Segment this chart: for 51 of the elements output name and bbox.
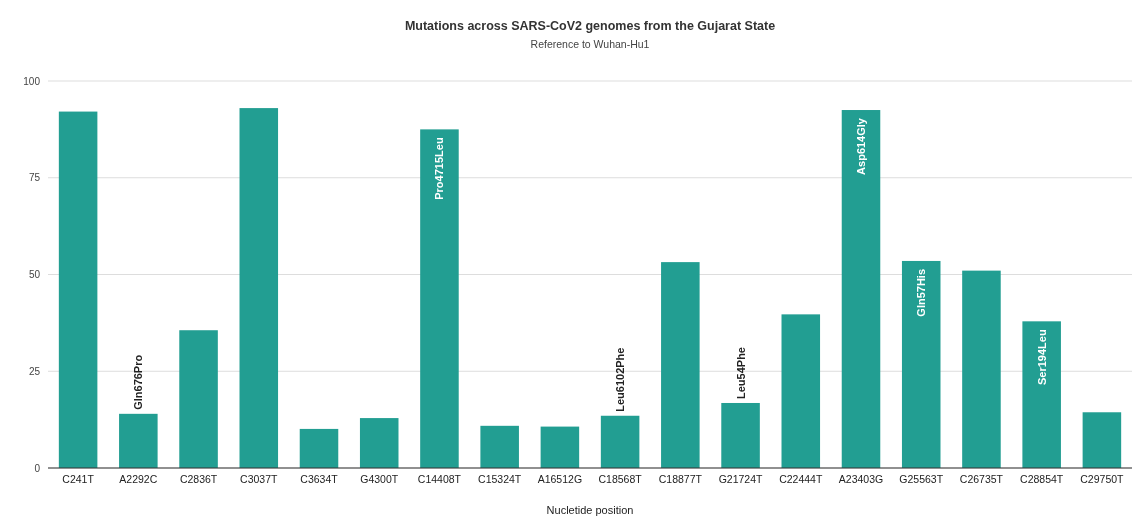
y-tick-label: 25 xyxy=(28,365,41,377)
annotation: Leu6102Phe xyxy=(614,347,627,412)
annotation: Asp614Gly xyxy=(855,117,867,175)
chart-subtitle: Reference to Wuhan-Hu1 xyxy=(530,38,650,50)
bar xyxy=(781,314,821,468)
annotation: Gln676Pro xyxy=(132,354,145,410)
bar xyxy=(420,129,459,468)
x-tick-label: G4300T xyxy=(360,473,399,485)
x-tick-label: C29750T xyxy=(1080,473,1125,485)
x-tick-label: C22444T xyxy=(779,473,823,485)
x-tick-label: C3634T xyxy=(300,473,339,485)
y-tick-label: 75 xyxy=(28,172,41,184)
x-tick-label: C14408T xyxy=(417,473,462,485)
chart-title: Mutations across SARS-CoV2 genomes from the Gujarat State xyxy=(404,19,776,33)
bar xyxy=(119,413,158,468)
x-tick-label: C26735T xyxy=(959,473,1004,485)
x-tick-label: G21724T xyxy=(718,473,764,485)
bar xyxy=(239,108,279,468)
annotation: Leu54Phe xyxy=(734,347,747,399)
y-tick-label: 0 xyxy=(34,462,41,474)
bar xyxy=(1022,321,1061,468)
bar xyxy=(58,111,98,468)
x-tick-label: C2836T xyxy=(179,473,218,485)
x-tick-label: C28854T xyxy=(1020,473,1064,485)
x-tick-label: C3037T xyxy=(240,473,279,485)
bar xyxy=(962,270,1001,468)
bar xyxy=(1082,412,1122,468)
bar xyxy=(661,262,700,468)
x-axis-title: Nucletide position xyxy=(546,504,634,516)
y-tick-label: 50 xyxy=(28,269,41,280)
bar xyxy=(299,428,339,468)
bar xyxy=(600,415,640,468)
x-tick-label: C18877T xyxy=(658,473,703,485)
x-tick-label: C18568T xyxy=(598,473,643,485)
bar xyxy=(179,330,218,468)
bar xyxy=(480,425,519,468)
x-tick-label: G25563T xyxy=(899,473,944,485)
y-tick-label: 100 xyxy=(23,75,41,87)
annotation: Pro4715Leu xyxy=(433,137,446,200)
x-tick-label: A2292C xyxy=(119,473,158,485)
bar xyxy=(359,418,399,468)
x-tick-label: A23403G xyxy=(838,473,884,485)
bar xyxy=(901,260,941,468)
bar xyxy=(721,402,760,468)
bar xyxy=(540,426,580,468)
x-tick-label: C15324T xyxy=(478,473,522,485)
x-tick-label: A16512G xyxy=(537,473,583,485)
x-tick-label: C241T xyxy=(62,473,95,485)
annotation: Ser194Leu xyxy=(1035,329,1048,385)
annotation: Gln57His xyxy=(915,268,928,317)
bar xyxy=(841,110,881,468)
